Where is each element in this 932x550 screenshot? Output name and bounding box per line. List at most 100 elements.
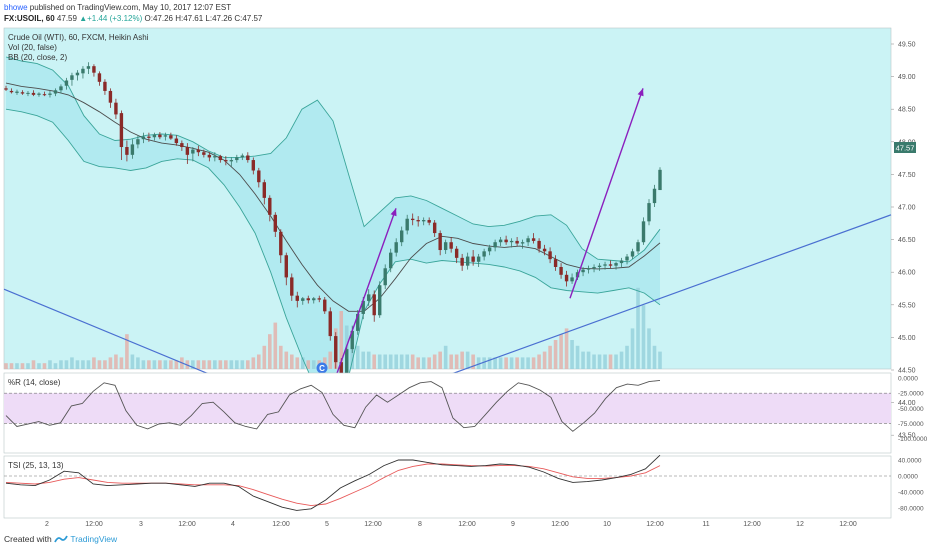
candle-body [597,265,602,267]
candle-body [504,239,508,243]
volume-bar [48,360,52,369]
time-tick-label: 12:00 [272,521,290,528]
annotation-badge[interactable] [316,362,328,374]
candle-body [26,92,30,94]
volume-bar [575,345,580,369]
volume-bar [586,351,591,369]
williams-r-line [5,379,661,432]
volume-bar [383,354,388,369]
volume-bar [191,360,195,369]
candle-body [279,231,283,256]
candle-body [284,255,288,278]
candle-body [37,93,41,95]
price-tick-label: 44.50 [898,368,916,375]
volume-bar [372,354,377,369]
time-axis[interactable]: 2 12:00 3 12:00 4 12:00 5 12:00 8 12:00 9 12:00 10 12… [45,521,857,528]
volume-bar [26,363,30,369]
tradingview-logo-icon [54,534,70,544]
time-tick-label: 3 [139,521,143,528]
candle-body [185,147,190,155]
volume-bar [42,363,47,369]
candle-body [608,264,613,266]
volume-bar [542,351,547,369]
tsi-pane-background [3,455,892,519]
volume-bar [322,357,327,369]
candle-body [108,90,113,103]
candle-body [180,143,184,148]
volume-bar [70,357,74,369]
candle-body [465,256,470,266]
volume-bar [196,360,201,369]
publisher-name[interactable]: bhowe [4,3,28,12]
candle-body [42,94,47,96]
trading-chart[interactable]: C Crude Oil (WTI), 60, FXCM, Heikin Ashi… [0,24,932,532]
volume-bar [207,360,212,369]
volume-bar [103,360,107,369]
candle-body [570,277,574,282]
candle-body [641,221,646,243]
volume-bar [92,357,96,369]
volume-bar [636,287,640,369]
candle-body [262,182,267,198]
candle-body [361,300,365,314]
candle-body [443,242,448,251]
candle-body [224,160,228,162]
volume-bar [158,360,162,369]
low-annotation[interactable]: C [316,362,328,374]
volume-bar [592,354,596,369]
candle-body [427,220,431,223]
volume-bar [493,357,497,369]
volume-bar [520,357,525,369]
volume-bar [339,311,344,369]
volume-bar [300,357,305,369]
time-tick-label: 12:00 [364,521,382,528]
candle-body [15,91,19,93]
candle-body [240,155,245,158]
candle-body [141,136,146,140]
volume-bar [119,357,124,369]
candle-body [119,113,124,148]
candle-body [152,134,157,138]
volume-bar [625,345,629,369]
volume-bar [641,305,646,369]
candle-body [476,256,481,262]
last-price-label: 47.57 [896,144,915,153]
williams-r-tick-label: -75.0000 [898,421,924,428]
volume-bar [361,351,366,369]
candle-body [531,238,536,241]
arrow-projection-head [637,88,644,97]
candle-body [636,242,640,252]
candle-body [394,242,398,253]
candle-body [487,247,492,252]
arrow-projection [569,88,644,299]
tsi-tick-label: -80.0000 [898,506,924,513]
volume-bar [482,357,486,369]
volume-bar [504,357,508,369]
candle-body [301,298,305,301]
volume-bar [114,354,118,369]
candle-body [345,349,349,384]
volume-bar [410,354,415,369]
main-pane-background [3,27,892,370]
volume-bar [235,360,239,369]
time-tick-label: 5 [325,521,329,528]
candle-body [471,256,475,262]
volume-bar [355,345,360,369]
candle-body [581,269,585,273]
volume-bar [652,345,657,369]
volume-bar [394,354,399,369]
candle-body [196,149,201,153]
tsi-title: TSI (25, 13, 13) [8,461,64,470]
candle-body [652,188,657,204]
candle-body [70,75,74,80]
volume-bar [278,345,283,369]
candle-body [553,259,558,267]
annotation-label: C [319,364,325,373]
footer-brand[interactable]: TradingView [70,534,118,544]
bollinger-area [6,57,660,399]
candle-body [542,248,547,252]
footer: Created with TradingView [4,534,117,544]
volume-bar [202,360,206,369]
volume-bar [15,363,19,369]
volume-bar [471,354,475,369]
